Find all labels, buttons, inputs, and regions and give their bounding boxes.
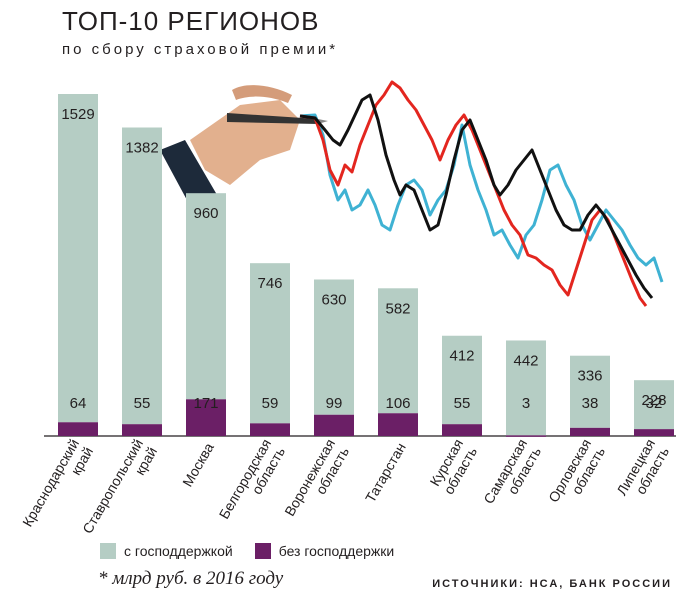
data-label-with-support: 228 bbox=[641, 392, 666, 409]
data-label-without-support: 171 bbox=[193, 395, 218, 412]
legend-swatch-without-support bbox=[254, 543, 271, 559]
bar-with-support bbox=[186, 193, 226, 400]
data-label-with-support: 630 bbox=[321, 291, 346, 308]
data-label-with-support: 960 bbox=[193, 205, 218, 222]
data-label-without-support: 59 bbox=[262, 395, 279, 412]
data-label-with-support: 1529 bbox=[61, 106, 94, 123]
x-tick-label: Липецкаяобласть bbox=[613, 436, 672, 506]
legend-label-with-support: с господдержкой bbox=[124, 543, 233, 559]
legend-swatch-with-support bbox=[100, 543, 116, 559]
bar-without-support bbox=[314, 414, 354, 436]
data-label-without-support: 99 bbox=[326, 395, 343, 412]
bar-with-support bbox=[250, 263, 290, 424]
hand-pen-illustration bbox=[160, 85, 328, 215]
chart-subtitle: по сбору страховой премии* bbox=[62, 41, 339, 58]
bar-with-support bbox=[634, 380, 674, 430]
bar-without-support bbox=[506, 435, 546, 437]
data-label-without-support: 3 bbox=[522, 395, 530, 412]
bar-without-support bbox=[250, 423, 290, 436]
footnote: * млрд руб. в 2016 году bbox=[98, 568, 284, 589]
x-tick-label: Москва bbox=[179, 440, 217, 490]
data-label-with-support: 412 bbox=[449, 348, 474, 365]
data-label-with-support: 746 bbox=[257, 275, 282, 292]
chart-title: ТОП-10 РЕГИОНОВ bbox=[62, 6, 320, 36]
black-line bbox=[299, 93, 654, 299]
data-label-without-support: 38 bbox=[582, 395, 599, 412]
bar-without-support bbox=[634, 429, 674, 436]
legend-item-with-support: с господдержкой bbox=[100, 543, 233, 559]
legend-label-without-support: без господдержки bbox=[278, 543, 395, 559]
x-tick-label: Орловскаяобласть bbox=[545, 436, 608, 513]
bar-without-support bbox=[570, 427, 610, 436]
bar-without-support bbox=[122, 424, 162, 436]
cyan-line bbox=[299, 113, 664, 283]
bar-without-support bbox=[186, 399, 226, 436]
data-label-with-support: 582 bbox=[385, 300, 410, 317]
bar-with-support bbox=[122, 127, 162, 425]
x-tick-label: Курскаяобласть bbox=[426, 436, 480, 497]
bar-with-support bbox=[378, 288, 418, 414]
data-label-with-support: 336 bbox=[577, 368, 602, 385]
x-tick-label: Белгородскаяобласть bbox=[216, 436, 289, 530]
bar-without-support bbox=[442, 424, 482, 436]
data-label-without-support: 55 bbox=[454, 395, 471, 412]
x-tick-label: Воронежскаяобласть bbox=[281, 436, 352, 527]
sources: ИСТОЧНИКИ: НСА, БАНК РОССИИ bbox=[432, 578, 672, 590]
x-tick-label: Татарстан bbox=[362, 440, 409, 505]
bar-with-support bbox=[570, 355, 610, 428]
bar-with-support bbox=[506, 340, 546, 436]
x-tick-label: Самарскаяобласть bbox=[480, 436, 544, 514]
legend: с господдержкой без господдержки bbox=[100, 543, 416, 559]
bar-without-support bbox=[378, 413, 418, 436]
bar-without-support bbox=[58, 422, 98, 436]
red-line bbox=[299, 80, 648, 307]
data-label-with-support: 442 bbox=[513, 352, 538, 369]
bar-with-support bbox=[314, 279, 354, 415]
decorative-lines bbox=[299, 80, 664, 307]
data-label-without-support: 106 bbox=[385, 395, 410, 412]
bar-with-support bbox=[58, 94, 98, 423]
data-label-without-support: 32 bbox=[646, 395, 663, 412]
bar-with-support bbox=[442, 335, 482, 425]
data-label-without-support: 64 bbox=[70, 395, 87, 412]
data-label-with-support: 1382 bbox=[125, 139, 158, 156]
legend-item-without-support: без господдержки bbox=[254, 543, 395, 559]
data-label-without-support: 55 bbox=[134, 395, 151, 412]
